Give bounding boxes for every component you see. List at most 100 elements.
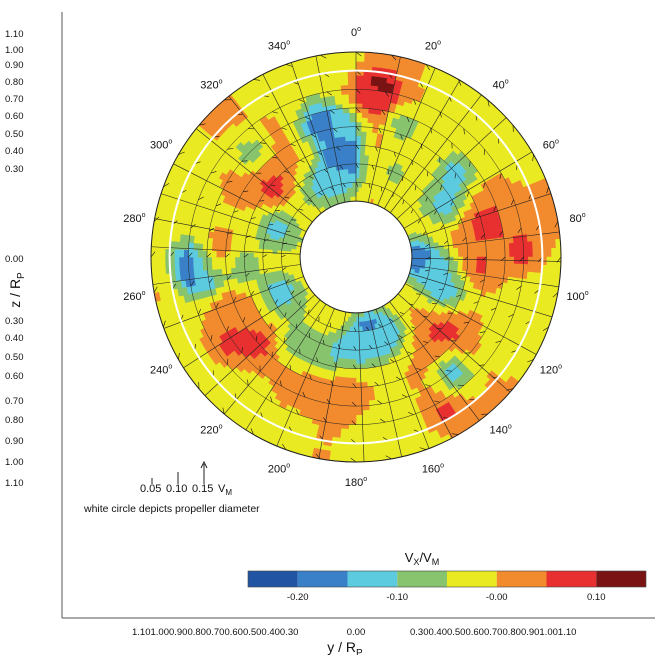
contour-cell (355, 158, 361, 165)
contour-cell (532, 264, 538, 274)
contour-cell (457, 261, 464, 267)
contour-cell (150, 256, 157, 267)
contour-cell (352, 172, 357, 179)
y-tick-label: 0.40 (5, 146, 24, 157)
contour-cell (448, 260, 455, 266)
contour-cell (340, 79, 349, 86)
contour-cell (365, 140, 372, 147)
contour-cell (358, 330, 364, 337)
contour-cell (348, 405, 357, 412)
contour-cell (342, 107, 351, 114)
contour-cell (341, 93, 350, 100)
contour-cell (342, 159, 349, 165)
contour-cell (257, 252, 264, 258)
contour-cell (355, 98, 364, 104)
contour-cell (490, 250, 497, 258)
contour-cell (518, 263, 524, 272)
y-tick-label: 0.80 (5, 77, 24, 88)
contour-cell (351, 354, 357, 360)
contour-cell (351, 349, 357, 356)
y-tick-label: 0.00 (5, 254, 24, 265)
contour-cell (341, 419, 350, 425)
contour-cell (499, 262, 506, 271)
angle-label: 300o (150, 139, 172, 152)
contour-cell (276, 256, 282, 261)
contour-cell (239, 251, 245, 258)
contour-cell (248, 261, 255, 267)
contour-cell (443, 248, 450, 254)
contour-cell (361, 381, 368, 388)
contour-cell (350, 373, 357, 379)
contour-cell (345, 363, 352, 370)
vector-scale-legend: 0.05 0.10 0.15 VM (140, 460, 232, 497)
contour-cell (285, 256, 292, 261)
y-tick-label: 0.40 (5, 333, 24, 344)
contour-cell (340, 428, 349, 435)
contour-cell (364, 61, 374, 68)
contour-cell (364, 353, 370, 360)
contour-cell (457, 247, 464, 253)
contour-cell (155, 247, 161, 258)
contour-cell (348, 410, 357, 416)
y-tick-labels: 1.101.000.900.800.700.600.500.400.300.00… (5, 29, 24, 489)
contour-cell (467, 246, 473, 253)
y-axis-title: z / RP (7, 272, 27, 308)
contour-cell (439, 248, 445, 254)
y-tick-label: 1.00 (5, 45, 24, 56)
contour-cell (494, 244, 501, 252)
contour-cell (365, 362, 371, 369)
contour-cell (267, 256, 273, 262)
contour-cell (355, 93, 364, 100)
contour-cell (197, 256, 203, 265)
contour-cell (434, 249, 441, 254)
contour-cell (276, 259, 283, 265)
contour-cell (361, 126, 368, 133)
y-tick-label: 0.50 (5, 129, 24, 140)
contour-cell (359, 354, 366, 360)
contour-cell (351, 158, 357, 165)
contour-cell (453, 247, 459, 254)
contour-cell (262, 260, 269, 266)
contour-cell (527, 248, 534, 258)
y-tick-label: 0.70 (5, 94, 24, 105)
contour-cell (355, 112, 363, 118)
contour-cell (355, 79, 365, 86)
contour-cell (348, 84, 357, 90)
contour-cell (472, 251, 478, 258)
contour-cell (347, 447, 357, 453)
contour-cell (355, 177, 360, 183)
contour-cell (434, 253, 441, 258)
angle-label: 320o (200, 79, 222, 92)
contour-cell (347, 349, 353, 356)
contour-cell (349, 107, 357, 114)
angle-label: 80o (570, 212, 586, 225)
contour-cell (341, 89, 350, 95)
contour-cell (363, 84, 372, 91)
contour-cell (192, 263, 199, 272)
contour-cell (345, 368, 352, 374)
contour-cell (343, 112, 351, 119)
contour-cell (355, 84, 364, 90)
contour-cell (359, 349, 365, 356)
contour-cell (295, 256, 301, 260)
contour-cell (485, 244, 492, 252)
contour-cell (458, 252, 464, 258)
angle-label: 200o (268, 462, 290, 475)
contour-cell (160, 265, 167, 275)
contour-cell (229, 256, 236, 263)
y-tick-label: 0.50 (5, 352, 24, 363)
contour-cell (178, 256, 185, 266)
contour-cell (155, 256, 161, 267)
contour-cell (343, 121, 351, 128)
contour-cell (350, 135, 357, 141)
contour-cell (551, 247, 557, 258)
x-tick-labels-left: 1.101.000.900.800.700.600.500.400.30 (132, 627, 298, 638)
contour-cell (225, 262, 232, 269)
contour-cell (349, 396, 357, 402)
contour-cell (271, 256, 278, 261)
contour-cell (201, 256, 208, 265)
contour-cell (342, 154, 348, 161)
contour-cell (490, 262, 496, 270)
contour-cell (355, 168, 361, 174)
